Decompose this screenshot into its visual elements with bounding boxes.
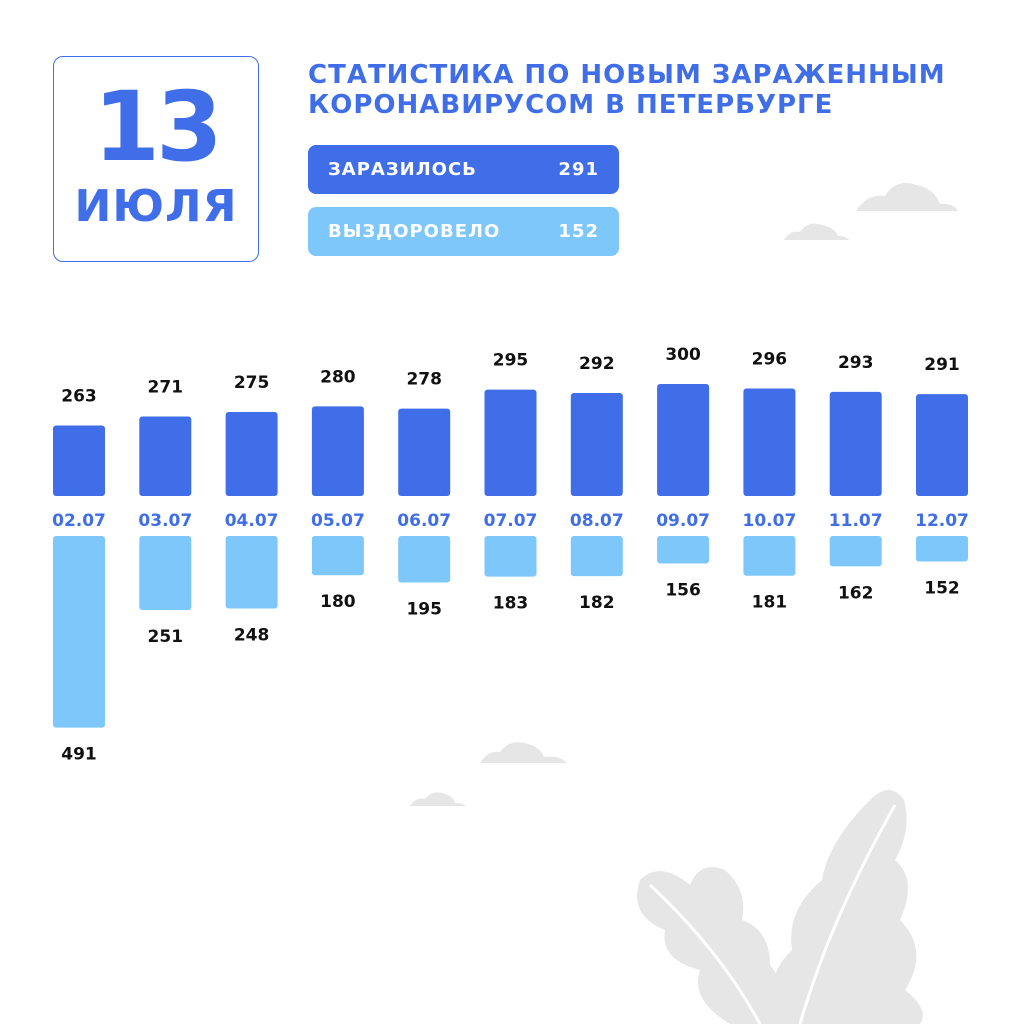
date-tick-label: 02.07	[52, 511, 106, 531]
cloud-icon	[480, 742, 567, 763]
recovered-value-label: 183	[493, 594, 529, 614]
infected-value-label: 275	[234, 373, 270, 393]
recovered-value-label: 182	[579, 593, 615, 613]
bar-chart: 263 02.07 491 271 03.07 251 275 04.07 248 280 05.0…	[52, 345, 969, 765]
infected-bar	[570, 392, 623, 496]
date-tick-label: 07.07	[484, 511, 538, 531]
recovered-bar	[916, 536, 968, 562]
infected-bar	[398, 408, 451, 496]
date-month: ИЮЛЯ	[74, 181, 238, 232]
cloud-icon	[856, 183, 958, 211]
recovered-bar	[484, 536, 537, 577]
infected-value-label: 271	[148, 377, 184, 397]
infected-bar	[139, 416, 192, 496]
recovered-value: 152	[558, 221, 599, 242]
date-tick-label: 06.07	[397, 511, 451, 531]
title-line-1: СТАТИСТИКА ПО НОВЫМ ЗАРАЖЕННЫМ	[308, 60, 946, 90]
date-tick-label: 12.07	[915, 511, 969, 531]
date-tick-label: 03.07	[138, 511, 192, 531]
recovered-label: ВЫЗДОРОВЕЛО	[328, 221, 501, 242]
date-badge: 13 ИЮЛЯ	[53, 56, 259, 262]
recovered-value-label: 156	[665, 580, 701, 600]
infected-bar	[484, 389, 537, 496]
infected-value-label: 293	[838, 353, 874, 373]
date-tick-label: 05.07	[311, 511, 365, 531]
infected-value-label: 300	[665, 345, 701, 365]
recovered-bar	[743, 536, 796, 576]
infected-bar	[311, 406, 364, 496]
date-tick-label: 04.07	[225, 511, 279, 531]
recovered-value-label: 248	[234, 626, 270, 646]
recovered-value-label: 181	[752, 593, 788, 613]
date-tick-label: 11.07	[829, 511, 883, 531]
infected-value-label: 280	[320, 367, 356, 387]
infected-value-label: 292	[579, 354, 615, 374]
recovered-value-label: 195	[406, 600, 442, 620]
recovered-bar	[657, 536, 710, 564]
infected-summary: ЗАРАЗИЛОСЬ 291	[308, 145, 619, 194]
recovered-value-label: 180	[320, 592, 356, 612]
infected-bar	[829, 391, 882, 496]
date-day: 13	[93, 71, 223, 183]
cloud-icon	[410, 792, 466, 806]
infected-value-label: 296	[752, 349, 788, 369]
recovered-bar	[53, 536, 105, 728]
recovered-bar	[398, 536, 451, 583]
date-tick-label: 09.07	[656, 511, 710, 531]
recovered-value-label: 152	[924, 578, 960, 598]
recovered-summary: ВЫЗДОРОВЕЛО 152	[308, 207, 619, 256]
recovered-value-label: 491	[61, 745, 97, 765]
infected-bar	[53, 425, 105, 496]
infected-value-label: 295	[493, 351, 529, 371]
infected-bar	[225, 412, 278, 496]
recovered-value-label: 251	[148, 627, 184, 647]
recovered-bar	[311, 536, 364, 576]
infected-value: 291	[558, 159, 599, 180]
title-line-2: КОРОНАВИРУСОМ В ПЕТЕРБУРГЕ	[308, 90, 834, 120]
infected-bar	[657, 384, 710, 496]
recovered-bar	[225, 536, 278, 609]
cloud-icon	[784, 223, 849, 240]
infected-value-label: 291	[924, 355, 960, 375]
date-tick-label: 08.07	[570, 511, 624, 531]
infected-value-label: 263	[61, 386, 97, 406]
leaf-icon	[637, 867, 784, 1024]
recovered-value-label: 162	[838, 583, 874, 603]
recovered-bar	[570, 536, 623, 577]
date-tick-label: 10.07	[743, 511, 797, 531]
infected-bar	[743, 388, 796, 496]
recovered-bar	[139, 536, 192, 610]
infected-bar	[916, 394, 968, 496]
recovered-bar	[829, 536, 882, 567]
page-title: СТАТИСТИКА ПО НОВЫМ ЗАРАЖЕННЫМ КОРОНАВИР…	[308, 60, 948, 120]
infected-label: ЗАРАЗИЛОСЬ	[328, 159, 477, 180]
infected-value-label: 278	[406, 370, 442, 390]
leaf-icon	[772, 790, 923, 1024]
